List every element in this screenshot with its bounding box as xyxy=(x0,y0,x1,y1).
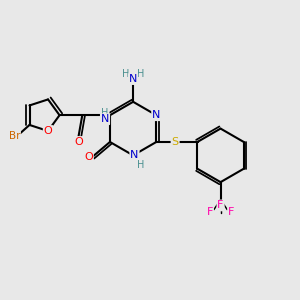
Text: N: N xyxy=(101,114,109,124)
Text: O: O xyxy=(84,152,93,162)
Text: F: F xyxy=(218,200,224,210)
Text: H: H xyxy=(137,69,144,79)
Text: H: H xyxy=(137,160,145,170)
Text: F: F xyxy=(207,207,213,217)
Text: H: H xyxy=(101,107,109,118)
Text: N: N xyxy=(129,74,137,84)
Text: F: F xyxy=(228,207,235,217)
Text: S: S xyxy=(172,137,178,147)
Text: O: O xyxy=(74,137,82,147)
Text: N: N xyxy=(152,110,160,120)
Text: O: O xyxy=(44,126,52,136)
Text: H: H xyxy=(122,69,129,79)
Text: Br: Br xyxy=(9,131,20,141)
Text: N: N xyxy=(130,150,139,161)
